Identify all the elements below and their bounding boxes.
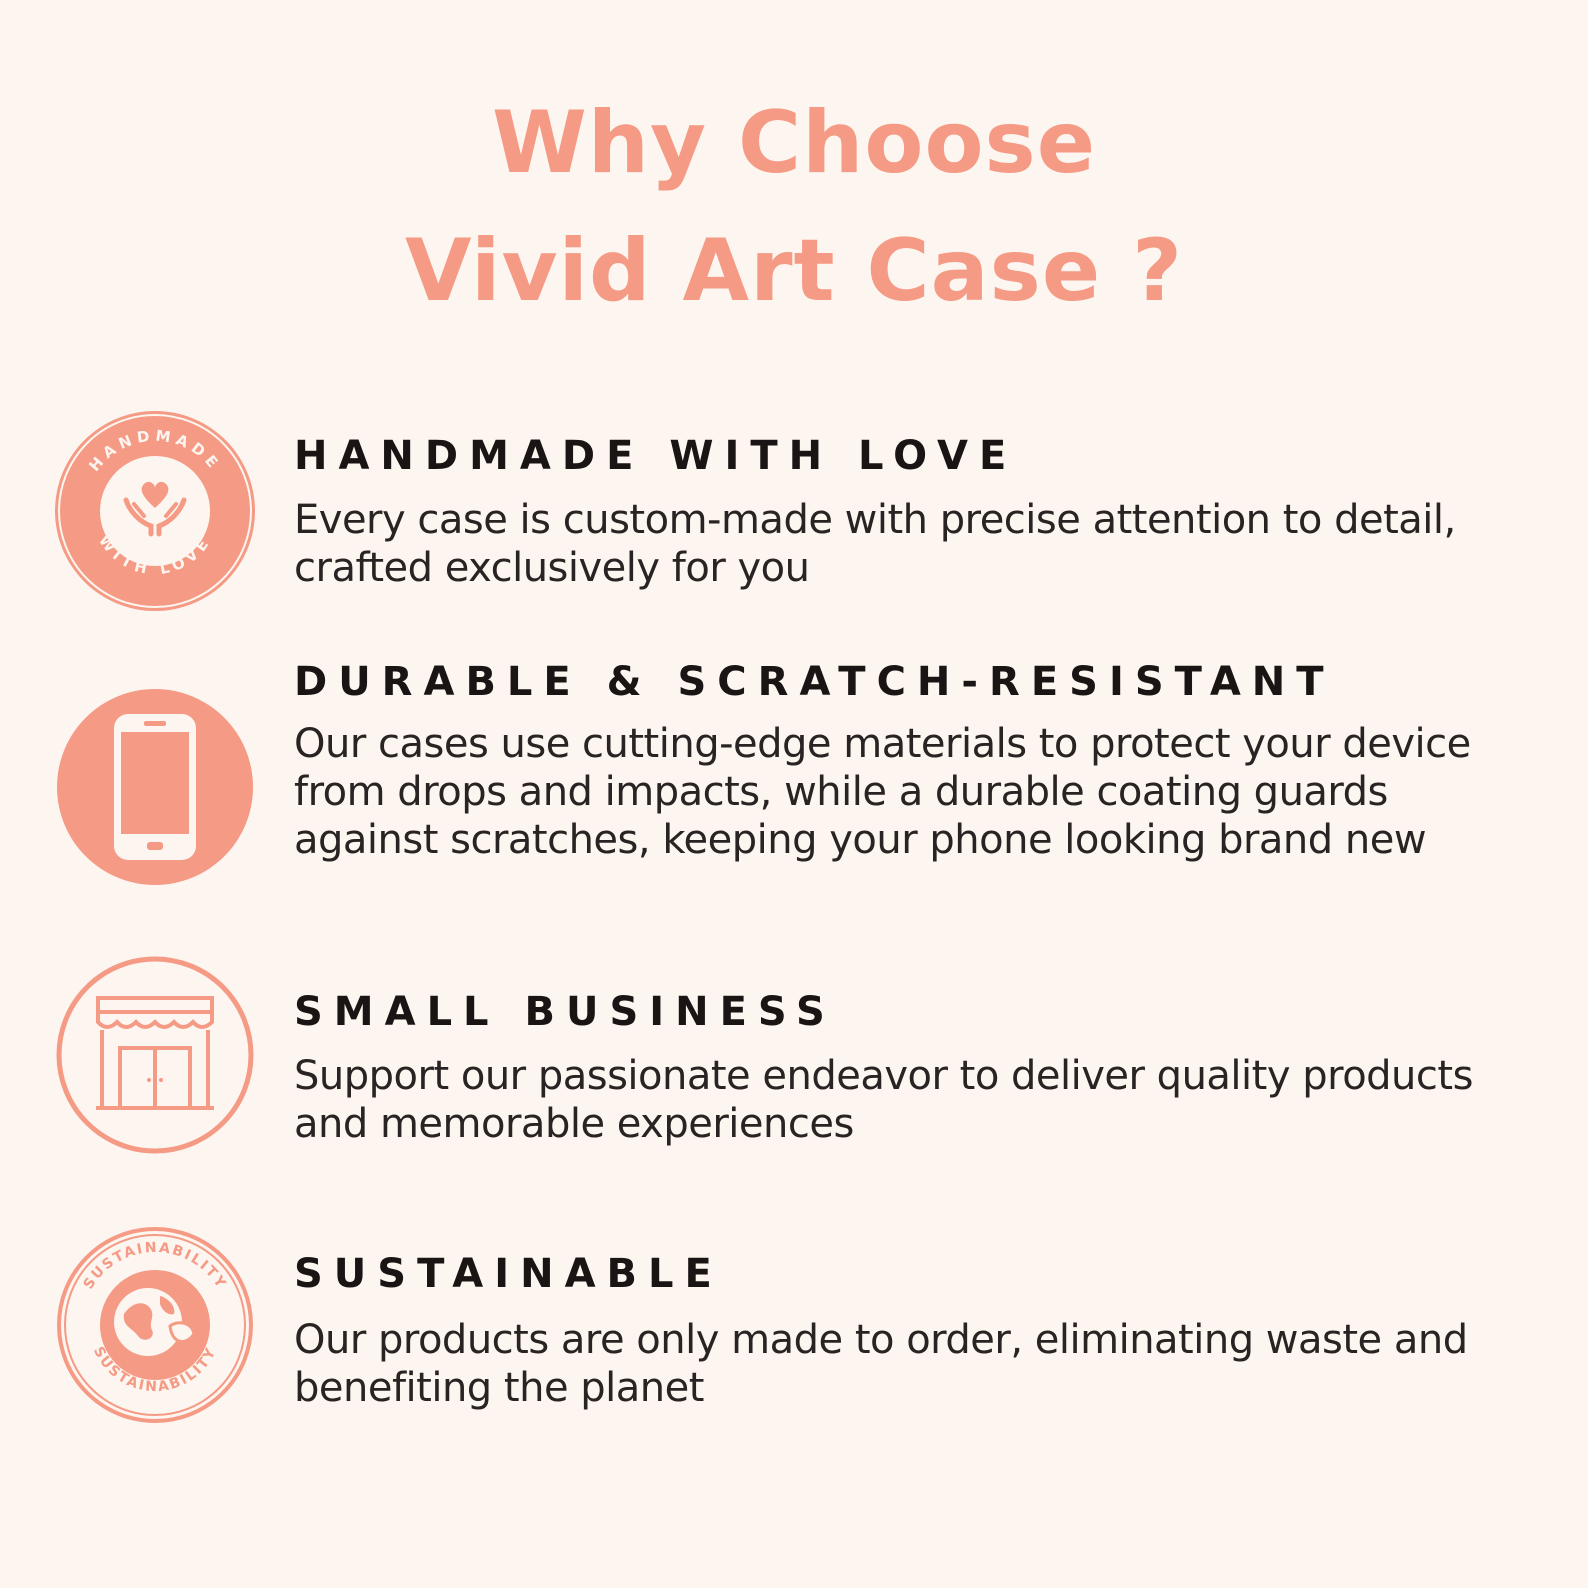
feature-heading-small-business: SMALL BUSINESS (294, 989, 836, 1035)
page-title-line-1: Why Choose (491, 93, 1097, 193)
feature-text-small-business: Support our passionate endeavor to deliv… (294, 1053, 1473, 1147)
feature-heading-handmade: HANDMADE WITH LOVE (294, 433, 1018, 479)
smartphone-icon (52, 684, 258, 890)
storefront-icon (52, 952, 258, 1158)
page-title-line-2: Vivid Art Case ? (404, 221, 1184, 321)
feature-text-handmade: Every case is custom-made with precise a… (294, 497, 1456, 591)
handmade-with-love-badge-icon: HANDMADE WITH LOVE (52, 408, 258, 614)
feature-heading-sustainable: SUSTAINABLE (294, 1251, 723, 1297)
feature-heading-durable: DURABLE & SCRATCH-RESISTANT (294, 659, 1335, 705)
sustainability-globe-icon: SUSTAINABILITY SUSTAINABILITY (52, 1222, 258, 1428)
feature-text-sustainable: Our products are only made to order, eli… (294, 1317, 1468, 1411)
feature-text-durable: Our cases use cutting-edge materials to … (294, 721, 1471, 863)
